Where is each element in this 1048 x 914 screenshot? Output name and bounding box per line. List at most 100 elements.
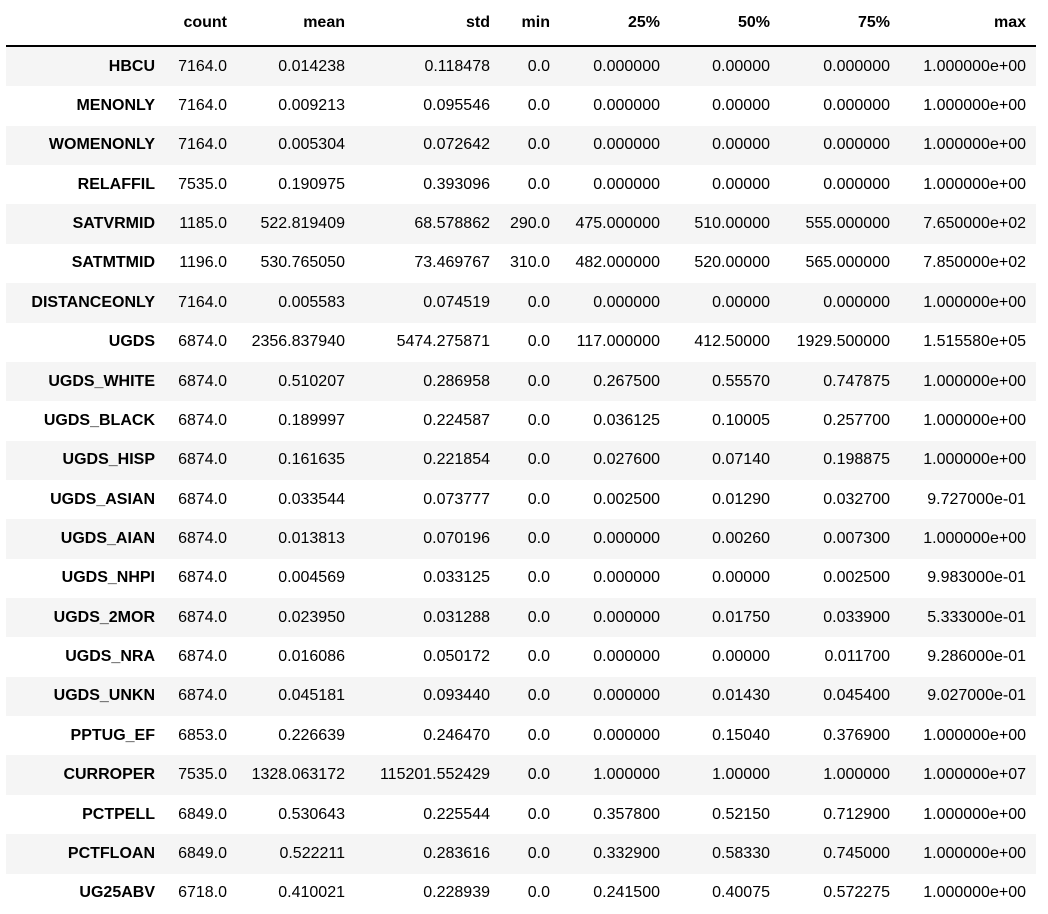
cell-mean: 0.226639 xyxy=(278,726,345,744)
row-index-label: SATMTMID xyxy=(71,254,155,272)
cell-25pct: 117.000000 xyxy=(576,333,660,351)
cell-count: 6874.0 xyxy=(178,451,227,469)
cell-50pct: 0.07140 xyxy=(712,451,770,469)
table-row: UG25ABV 6718.0 0.410021 0.228939 0.0 0.241500… xyxy=(6,873,1036,913)
cell-50pct: 412.50000 xyxy=(694,333,770,351)
cell-50pct: 0.00000 xyxy=(712,569,770,587)
cell-max: 1.000000e+00 xyxy=(923,529,1026,547)
table-row: UGDS_UNKN 6874.0 0.045181 0.093440 0.0 0.0000… xyxy=(6,676,1036,717)
cell-50pct: 1.00000 xyxy=(712,766,770,784)
row-index-label: PCTPELL xyxy=(82,805,155,823)
table-row: UGDS_AIAN 6874.0 0.013813 0.070196 0.0 0.0000… xyxy=(6,519,1036,559)
cell-min: 0.0 xyxy=(527,97,550,115)
cell-count: 6874.0 xyxy=(178,569,227,587)
cell-25pct: 0.002500 xyxy=(593,490,660,508)
cell-75pct: 1929.500000 xyxy=(796,333,890,351)
cell-50pct: 0.01290 xyxy=(712,490,770,508)
cell-25pct: 0.241500 xyxy=(593,884,660,902)
column-header-50pct: 50% xyxy=(670,0,780,47)
cell-min: 0.0 xyxy=(527,372,550,390)
cell-25pct: 0.000000 xyxy=(593,608,660,626)
cell-75pct: 0.000000 xyxy=(823,57,890,75)
cell-75pct: 555.000000 xyxy=(805,215,890,233)
cell-mean: 0.033544 xyxy=(278,490,345,508)
cell-mean: 0.045181 xyxy=(278,687,345,705)
cell-min: 310.0 xyxy=(509,254,550,272)
cell-75pct: 1.000000 xyxy=(823,766,890,784)
table-header: count mean std min 25% 50% 75% max xyxy=(6,0,1036,47)
cell-max: 5.333000e-01 xyxy=(927,608,1026,626)
cell-count: 6849.0 xyxy=(178,805,227,823)
cell-mean: 1328.063172 xyxy=(251,766,345,784)
cell-50pct: 520.00000 xyxy=(694,254,770,272)
row-index-label: UGDS_2MOR xyxy=(53,608,155,626)
cell-max: 9.027000e-01 xyxy=(927,687,1026,705)
table-row: UGDS 6874.0 2356.837940 5474.275871 0.0 117.0… xyxy=(6,322,1036,362)
cell-50pct: 0.52150 xyxy=(712,805,770,823)
cell-count: 7164.0 xyxy=(178,97,227,115)
cell-mean: 0.410021 xyxy=(278,884,345,902)
header-row: count mean std min 25% 50% 75% max xyxy=(6,0,1036,47)
cell-mean: 0.009213 xyxy=(278,97,345,115)
cell-75pct: 0.007300 xyxy=(823,529,890,547)
cell-max: 7.850000e+02 xyxy=(923,254,1026,272)
cell-50pct: 0.00000 xyxy=(712,648,770,666)
cell-25pct: 0.000000 xyxy=(593,57,660,75)
cell-75pct: 565.000000 xyxy=(805,254,890,272)
cell-mean: 0.189997 xyxy=(278,411,345,429)
cell-mean: 0.016086 xyxy=(278,648,345,666)
cell-mean: 0.004569 xyxy=(278,569,345,587)
column-header-std: std xyxy=(355,0,500,47)
cell-max: 1.000000e+00 xyxy=(923,97,1026,115)
cell-75pct: 0.712900 xyxy=(823,805,890,823)
cell-max: 1.000000e+00 xyxy=(923,844,1026,862)
cell-50pct: 510.00000 xyxy=(694,215,770,233)
row-index-label: UGDS_AIAN xyxy=(60,529,155,547)
cell-min: 0.0 xyxy=(527,608,550,626)
index-corner-header xyxy=(6,0,165,47)
cell-50pct: 0.00000 xyxy=(712,293,770,311)
cell-min: 0.0 xyxy=(527,293,550,311)
cell-50pct: 0.40075 xyxy=(712,884,770,902)
cell-count: 6874.0 xyxy=(178,372,227,390)
cell-50pct: 0.15040 xyxy=(712,726,770,744)
cell-75pct: 0.000000 xyxy=(823,136,890,154)
cell-min: 0.0 xyxy=(527,175,550,193)
table-row: HBCU 7164.0 0.014238 0.118478 0.0 0.000000 0.0… xyxy=(6,46,1036,87)
row-index-label: CURROPER xyxy=(63,766,155,784)
table-row: UGDS_WHITE 6874.0 0.510207 0.286958 0.0 0.267… xyxy=(6,361,1036,402)
table-row: PPTUG_EF 6853.0 0.226639 0.246470 0.0 0.00000… xyxy=(6,716,1036,756)
table-row: UGDS_HISP 6874.0 0.161635 0.221854 0.0 0.0276… xyxy=(6,440,1036,480)
cell-mean: 0.161635 xyxy=(278,451,345,469)
row-index-label: WOMENONLY xyxy=(48,136,155,154)
row-index-label: PCTFLOAN xyxy=(67,844,155,862)
cell-std: 0.095546 xyxy=(423,97,490,115)
cell-count: 6874.0 xyxy=(178,529,227,547)
cell-std: 0.224587 xyxy=(423,411,490,429)
cell-75pct: 0.376900 xyxy=(823,726,890,744)
row-index-label: UG25ABV xyxy=(79,884,155,902)
describe-table: count mean std min 25% 50% 75% max HBCU 7164.0 0.… xyxy=(6,0,1036,913)
row-index-label: UGDS xyxy=(108,333,155,351)
cell-count: 6874.0 xyxy=(178,608,227,626)
cell-count: 6849.0 xyxy=(178,844,227,862)
cell-std: 0.050172 xyxy=(423,648,490,666)
table-row: DISTANCEONLY 7164.0 0.005583 0.074519 0.0 0.0… xyxy=(6,283,1036,323)
cell-25pct: 0.000000 xyxy=(593,175,660,193)
row-index-label: UGDS_NHPI xyxy=(61,569,155,587)
cell-mean: 0.005583 xyxy=(278,293,345,311)
cell-min: 0.0 xyxy=(527,766,550,784)
table-row: SATMTMID 1196.0 530.765050 73.469767 310.0 48… xyxy=(6,243,1036,284)
row-index-label: UGDS_WHITE xyxy=(48,372,155,390)
cell-75pct: 0.045400 xyxy=(823,687,890,705)
cell-count: 6874.0 xyxy=(178,411,227,429)
cell-25pct: 1.000000 xyxy=(593,766,660,784)
cell-max: 1.000000e+00 xyxy=(923,805,1026,823)
cell-75pct: 0.033900 xyxy=(823,608,890,626)
cell-std: 0.070196 xyxy=(423,529,490,547)
cell-25pct: 0.000000 xyxy=(593,529,660,547)
row-index-label: UGDS_ASIAN xyxy=(50,490,155,508)
cell-min: 0.0 xyxy=(527,844,550,862)
cell-max: 1.000000e+00 xyxy=(923,57,1026,75)
cell-mean: 0.190975 xyxy=(278,175,345,193)
